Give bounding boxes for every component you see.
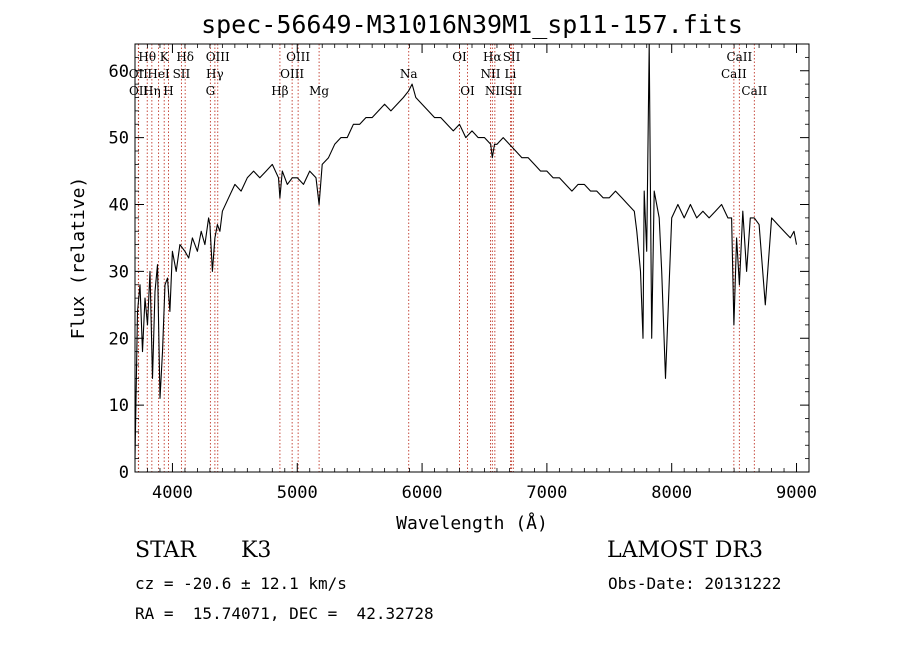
line-label: OII [129, 67, 149, 81]
object-class: STAR [135, 538, 196, 563]
line-label: NII [480, 67, 500, 81]
x-tick-label: 8000 [651, 483, 692, 503]
y-axis-label: Flux (relative) [68, 177, 89, 340]
redshift-readout: cz = -20.6 ± 12.1 km/s [135, 574, 347, 593]
line-label: Hη [143, 84, 161, 98]
line-label: CaII [726, 50, 752, 64]
line-label: Na [400, 67, 418, 81]
y-tick-label: 10 [109, 396, 129, 416]
line-label: Li [505, 67, 517, 81]
line-label: OIII [286, 50, 310, 64]
y-tick-label: 60 [109, 62, 129, 82]
line-label: SII [173, 67, 191, 81]
line-label: NII [485, 84, 505, 98]
y-tick-label: 50 [109, 129, 129, 149]
line-label: OI [452, 50, 467, 64]
line-label: K [160, 50, 170, 64]
spectrum-line [134, 43, 798, 459]
y-tick-label: 30 [109, 262, 129, 282]
line-label: SII [504, 84, 522, 98]
y-tick-label: 40 [109, 196, 129, 216]
coordinates: RA = 15.74071, DEC = 42.32728 [135, 604, 434, 623]
line-label: Hγ [206, 67, 224, 81]
spectrum-series [134, 43, 798, 459]
line-label: Hθ [138, 50, 156, 64]
x-tick-label: 7000 [526, 483, 567, 503]
line-label: OIII [280, 67, 304, 81]
x-axis: 4000 5000 6000 7000 8000 9000 [134, 44, 817, 503]
x-tick-label: 9000 [776, 483, 817, 503]
plot-frame [134, 43, 810, 473]
line-label: G [206, 84, 216, 98]
x-tick-label: 5000 [277, 483, 318, 503]
y-tick-label: 20 [109, 329, 129, 349]
x-axis-label: Wavelength (Å) [396, 512, 548, 534]
line-label: Mg [309, 84, 329, 98]
spectral-line-markers [137, 44, 755, 472]
line-label: CaII [741, 84, 767, 98]
line-label: OII [129, 84, 149, 98]
survey-name: LAMOST DR3 [607, 538, 763, 563]
y-axis: 0 10 20 30 40 50 60 [109, 43, 809, 483]
line-label: Hβ [271, 84, 288, 98]
x-tick-label: 4000 [152, 483, 193, 503]
line-label: OIII [206, 50, 230, 64]
line-label: SII [503, 50, 521, 64]
obs-date: Obs-Date: 20131222 [608, 574, 782, 593]
object-subclass: K3 [241, 538, 272, 563]
line-label: HeI [147, 67, 170, 81]
line-label: Hδ [176, 50, 194, 64]
y-tick-label: 0 [119, 463, 129, 483]
line-label: OI [460, 84, 475, 98]
line-label: CaII [721, 67, 747, 81]
line-label: Hα [483, 50, 502, 64]
line-label: H [163, 84, 173, 98]
x-tick-label: 6000 [402, 483, 443, 503]
chart-title: spec-56649-M31016N39M1_sp11-157.fits [201, 10, 743, 39]
